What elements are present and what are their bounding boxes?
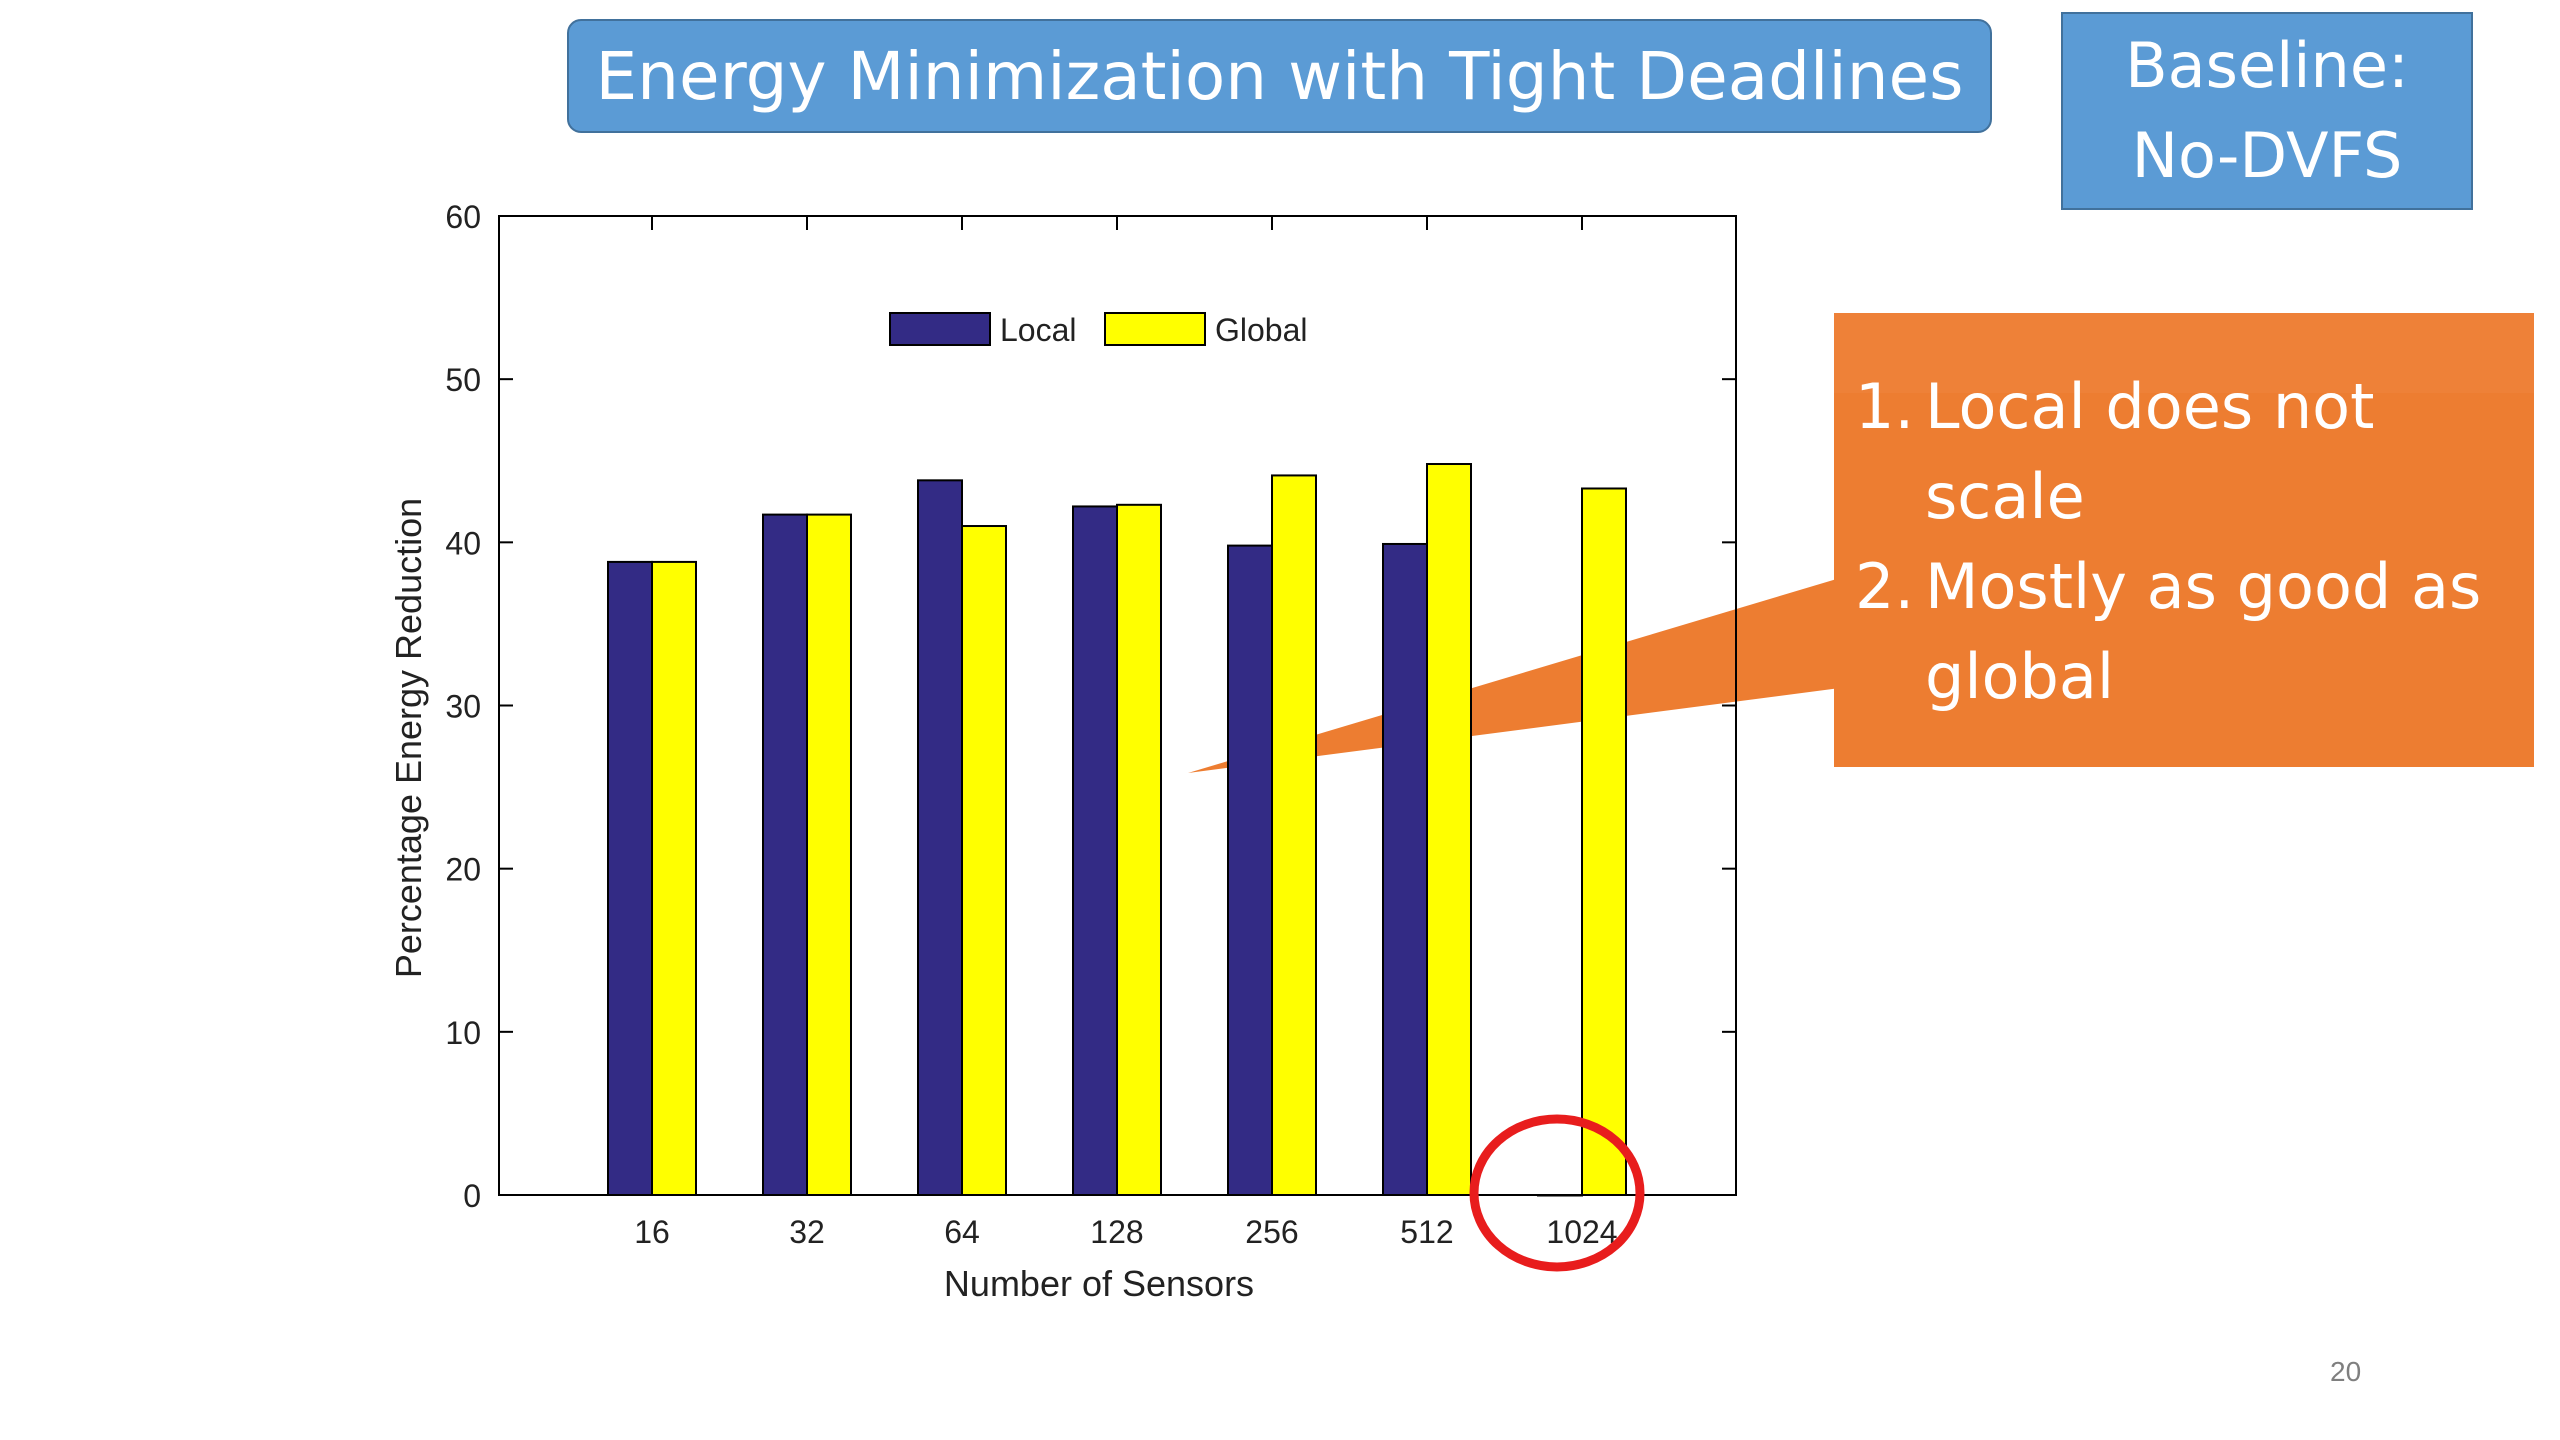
callout-item-1-text: Local does not scale [1925,370,2375,533]
bar-global-128 [1116,503,1162,1196]
legend-label-global: Global [1215,312,1308,348]
bar-global-1024 [1581,487,1627,1196]
bar-global-16 [651,560,697,1196]
callout-text: 1. Local does not scale 2. Mostly as goo… [1855,362,2495,722]
legend-swatch-global [1104,312,1206,346]
callout-box [1834,313,2534,767]
bar-local-1024 [1537,1194,1583,1197]
bar-global-512 [1426,463,1472,1197]
baseline-label: Baseline: [2125,29,2409,102]
x-tick-label: 32 [789,1214,825,1250]
callout-item-2: 2. Mostly as good as global [1855,542,2495,722]
bar-local-256 [1227,544,1273,1196]
x-tick-label: 16 [634,1214,670,1250]
callout-item-2-num: 2. [1855,550,1915,623]
x-tick-label: 1024 [1546,1214,1617,1250]
callout-item-1: 1. Local does not scale [1855,362,2495,542]
y-tick-label: 60 [445,199,481,235]
bar-local-32 [762,513,808,1196]
y-axis-label: Percentage Energy Reduction [388,498,429,978]
bar-local-64 [917,479,963,1196]
bar-global-64 [961,525,1007,1196]
legend: Local Global [889,312,1308,348]
y-tick-label: 20 [445,852,481,888]
highlight-circle [1469,1114,1645,1272]
x-tick-label: 128 [1090,1214,1143,1250]
x-tick-label: 64 [944,1214,980,1250]
y-tick-label: 50 [445,362,481,398]
y-tick-label: 0 [463,1178,481,1214]
y-tick-label: 30 [445,689,481,725]
page-number: 20 [2330,1356,2362,1387]
x-axis-label: Number of Sensors [944,1263,1254,1304]
y-tick-label: 10 [445,1015,481,1051]
x-tick-label: 256 [1245,1214,1298,1250]
legend-label-local: Local [1000,312,1077,348]
x-tick-label: 512 [1400,1214,1453,1250]
y-tick-label: 40 [445,525,481,561]
bar-local-512 [1382,542,1428,1196]
callout-item-1-num: 1. [1855,370,1915,443]
bar-global-256 [1271,474,1317,1196]
baseline-value: No-DVFS [2131,119,2403,192]
bar-local-128 [1072,505,1118,1197]
legend-swatch-local [889,312,991,346]
callout-pointer [1188,578,1840,773]
slide-title: Energy Minimization with Tight Deadlines [567,19,1992,133]
callout-item-2-text: Mostly as good as global [1925,550,2482,713]
bar-local-16 [607,560,653,1196]
bar-global-32 [806,513,852,1196]
baseline-box: Baseline: No-DVFS [2061,12,2473,210]
